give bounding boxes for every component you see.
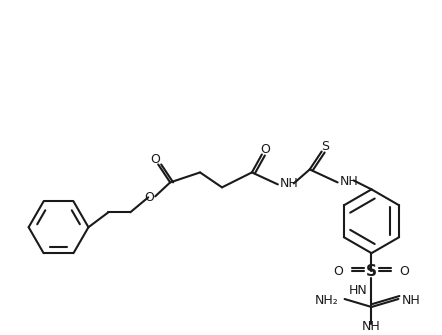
Text: O: O [260, 143, 270, 156]
Text: NH: NH [362, 320, 381, 333]
Text: O: O [150, 153, 160, 166]
Text: NH: NH [339, 175, 358, 188]
Text: HN: HN [349, 283, 367, 296]
Text: NH: NH [280, 177, 298, 190]
Text: O: O [334, 265, 343, 278]
Text: O: O [144, 191, 154, 204]
Text: NH₂: NH₂ [315, 293, 339, 307]
Text: S: S [366, 264, 377, 279]
Text: S: S [320, 140, 329, 153]
Text: O: O [400, 265, 409, 278]
Text: NH: NH [401, 294, 420, 308]
